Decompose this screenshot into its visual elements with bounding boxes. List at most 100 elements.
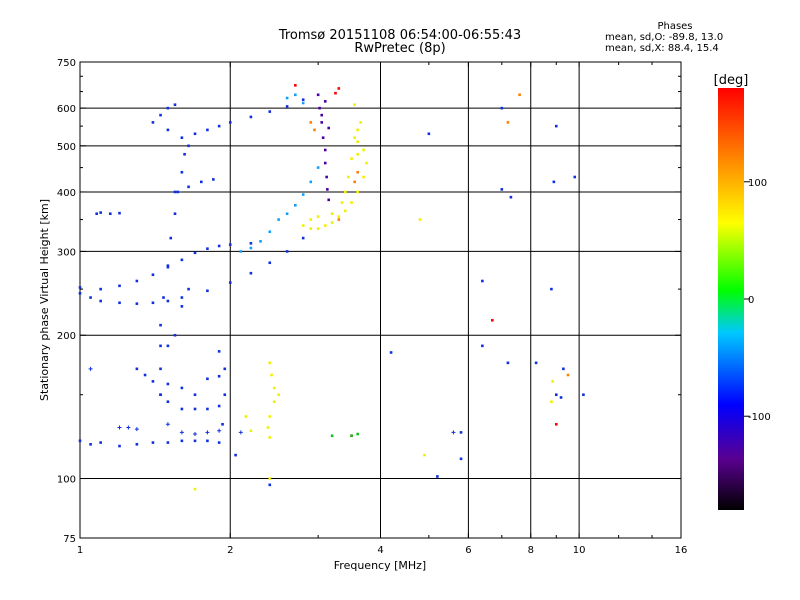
- data-point: [249, 271, 253, 275]
- data-point: [108, 212, 112, 216]
- data-point: [180, 170, 184, 174]
- data-point: [356, 170, 359, 174]
- data-point: [551, 380, 554, 383]
- data-point: [285, 250, 289, 253]
- data-point: [249, 246, 253, 250]
- data-point: [347, 175, 350, 179]
- data-point: [272, 386, 276, 390]
- data-point: [353, 136, 356, 140]
- data-point: [423, 453, 426, 457]
- data-point-cross: [238, 430, 243, 435]
- data-points: [78, 84, 585, 491]
- data-point: [118, 211, 121, 215]
- data-point: [270, 373, 273, 377]
- stats-header: Phases: [657, 21, 693, 32]
- data-point: [582, 393, 585, 397]
- data-point: [316, 215, 320, 218]
- data-point: [166, 265, 170, 269]
- data-point: [350, 157, 353, 160]
- data-point: [180, 386, 184, 390]
- data-point: [78, 291, 82, 295]
- data-point: [173, 212, 177, 216]
- data-point: [151, 273, 155, 277]
- data-point: [173, 333, 177, 337]
- data-point: [206, 439, 209, 443]
- data-point: [356, 432, 359, 436]
- data-point: [217, 244, 221, 248]
- data-point: [200, 180, 203, 184]
- data-point: [356, 190, 359, 194]
- data-point: [166, 106, 170, 110]
- x-tick-label: 10: [573, 545, 586, 556]
- data-point: [180, 136, 184, 140]
- data-point: [99, 441, 102, 444]
- data-point: [266, 426, 270, 429]
- chart-subtitle: RwPretec (8p): [354, 41, 446, 56]
- data-point: [78, 286, 82, 289]
- data-point: [217, 404, 221, 408]
- data-point: [323, 224, 327, 227]
- data-point: [180, 305, 184, 308]
- colorbar-tick-label: 100: [748, 178, 767, 189]
- data-point: [206, 377, 209, 381]
- data-point: [166, 264, 170, 267]
- data-point: [316, 227, 320, 230]
- data-point: [89, 443, 92, 446]
- data-point: [325, 175, 328, 179]
- data-point: [166, 344, 170, 348]
- data-point: [249, 115, 253, 119]
- data-point-cross: [88, 366, 93, 371]
- grid-lines: [80, 62, 681, 538]
- stats-line-o: mean, sd,O: -89.8, 13.0: [605, 32, 724, 43]
- data-point: [330, 212, 334, 216]
- stats-line-x: mean, sd,X: 88.4, 15.4: [605, 43, 719, 54]
- data-point: [99, 211, 102, 214]
- data-point: [78, 439, 82, 443]
- y-axis-label: Stationary phase Virtual Height [km]: [38, 199, 51, 401]
- data-point: [99, 287, 102, 291]
- data-point: [459, 457, 463, 461]
- data-point: [316, 93, 320, 97]
- data-point: [343, 209, 347, 213]
- data-point: [309, 121, 313, 124]
- data-point: [206, 247, 209, 250]
- data-point: [151, 301, 155, 305]
- x-tick-label: 2: [227, 545, 233, 556]
- data-point: [193, 393, 197, 397]
- data-point: [277, 218, 280, 221]
- data-point: [318, 106, 321, 110]
- y-tick-label: 100: [57, 475, 76, 486]
- data-point: [337, 215, 341, 218]
- data-point: [320, 113, 324, 117]
- data-point: [343, 190, 347, 194]
- data-point: [334, 91, 337, 95]
- data-point: [166, 299, 170, 303]
- data-point-cross: [217, 428, 222, 433]
- data-point: [249, 242, 253, 245]
- data-point: [301, 98, 305, 101]
- data-point: [268, 230, 272, 234]
- data-point: [193, 251, 197, 255]
- data-point: [359, 121, 362, 124]
- data-point: [206, 289, 209, 293]
- data-point: [285, 212, 289, 216]
- colorbar-tick-label: -100: [748, 412, 771, 423]
- data-point: [187, 144, 190, 148]
- data-point: [353, 103, 356, 107]
- data-point: [562, 367, 565, 371]
- data-point: [151, 380, 155, 383]
- data-point: [481, 344, 484, 348]
- data-point: [323, 100, 327, 103]
- data-point: [554, 422, 558, 426]
- data-point: [356, 152, 359, 156]
- data-point: [550, 400, 553, 404]
- data-point: [518, 93, 521, 97]
- x-axis-ticks: 1 2 4 6 8 10 16: [77, 62, 687, 556]
- data-point: [554, 124, 558, 128]
- data-point: [162, 296, 165, 299]
- data-point: [301, 193, 305, 196]
- data-point: [228, 121, 232, 124]
- data-point: [244, 415, 248, 418]
- data-point-cross: [451, 430, 456, 435]
